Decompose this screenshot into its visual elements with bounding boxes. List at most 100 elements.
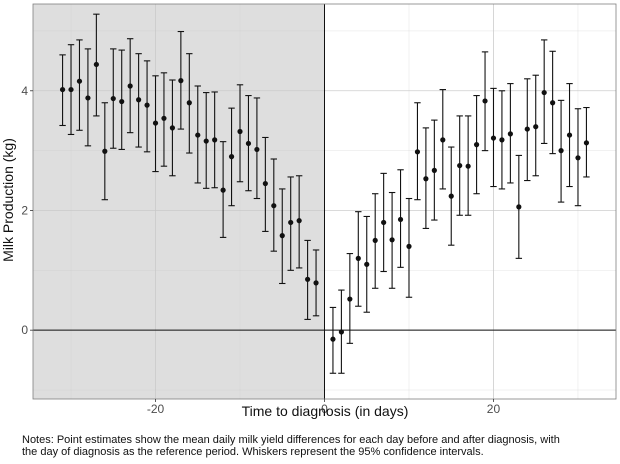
- data-point: [347, 296, 353, 302]
- chart-notes: Notes: Point estimates show the mean dai…: [22, 434, 612, 458]
- data-point-group: [549, 50, 556, 155]
- data-point: [203, 138, 209, 144]
- data-point: [457, 162, 463, 169]
- data-point: [144, 102, 150, 108]
- x-axis-title: Time to diagnosis (in days): [242, 403, 409, 419]
- data-point: [490, 135, 497, 141]
- data-point-group: [312, 249, 320, 317]
- data-point: [220, 187, 226, 193]
- data-point: [372, 237, 378, 244]
- x-tick-label: -20: [147, 402, 165, 416]
- data-point: [59, 86, 66, 93]
- data-point: [566, 132, 573, 138]
- data-point-group: [84, 48, 92, 147]
- data-point-group: [507, 83, 514, 184]
- data-point-group: [186, 53, 193, 154]
- data-point-group: [371, 193, 379, 289]
- data-point: [440, 137, 446, 143]
- data-point: [550, 100, 556, 106]
- data-point: [397, 216, 404, 223]
- data-point: [473, 142, 480, 148]
- data-point-group: [583, 106, 590, 178]
- pre-diagnosis-shading: [33, 4, 325, 399]
- data-point: [279, 233, 285, 239]
- data-point-group: [59, 54, 66, 127]
- data-point-group: [363, 215, 370, 313]
- data-point-group: [481, 51, 489, 152]
- notes-line-1: Notes: Point estimates show the mean dai…: [22, 434, 560, 446]
- data-point-group: [287, 176, 294, 271]
- data-point-group: [380, 172, 387, 273]
- data-point-group: [270, 158, 278, 252]
- data-point-group: [448, 146, 455, 246]
- data-point-group: [228, 107, 235, 207]
- data-point: [119, 98, 125, 105]
- x-tick-label: 0: [321, 402, 328, 416]
- data-point-group: [540, 39, 548, 144]
- data-point: [583, 140, 590, 146]
- data-point: [271, 203, 277, 209]
- data-point: [507, 131, 513, 137]
- data-point: [85, 95, 91, 101]
- data-point-group: [574, 108, 582, 207]
- data-point-group: [177, 30, 185, 130]
- data-point-group: [101, 102, 109, 201]
- data-point: [136, 97, 142, 103]
- data-point: [68, 86, 74, 93]
- data-point: [254, 146, 260, 153]
- data-point-group: [388, 191, 396, 289]
- y-axis-title: Milk Production (kg): [0, 138, 16, 262]
- data-point-group: [118, 49, 125, 150]
- x-tick-label: 20: [487, 402, 501, 416]
- data-point-group: [245, 95, 252, 192]
- data-point-group: [524, 78, 531, 182]
- data-point-group: [262, 136, 269, 232]
- data-point-group: [152, 75, 159, 173]
- data-point-group: [67, 44, 75, 136]
- data-point: [313, 280, 319, 286]
- data-point-group: [566, 83, 573, 188]
- data-point-group: [414, 102, 421, 201]
- notes-line-2: the day of diagnosis as the reference pe…: [22, 446, 484, 458]
- data-point-group: [126, 38, 134, 134]
- data-point-group: [422, 127, 430, 229]
- data-point: [262, 180, 268, 187]
- data-point-group: [219, 141, 227, 238]
- data-point-group: [532, 74, 539, 177]
- data-point: [195, 132, 201, 138]
- data-point: [93, 61, 99, 68]
- data-point: [524, 126, 530, 132]
- data-point-group: [346, 253, 354, 344]
- data-point-group: [329, 306, 337, 374]
- data-point: [152, 120, 159, 126]
- data-point: [237, 128, 243, 135]
- tick-labels: -20 0 20 0 2 4: [21, 84, 500, 416]
- data-point-group: [431, 119, 438, 221]
- data-point-group: [143, 60, 151, 153]
- data-point-group: [135, 53, 142, 148]
- data-point: [499, 137, 505, 143]
- data-point-group: [439, 89, 446, 190]
- data-point: [558, 148, 564, 154]
- data-point: [423, 176, 429, 182]
- data-marks: [59, 13, 590, 374]
- data-point-group: [253, 97, 261, 200]
- data-point: [186, 100, 192, 106]
- data-point: [330, 336, 336, 342]
- y-tick-label: 4: [21, 84, 28, 98]
- data-point: [364, 261, 370, 267]
- data-point-group: [203, 92, 210, 189]
- data-point: [212, 137, 218, 143]
- y-tick-label: 0: [21, 323, 28, 337]
- data-point: [541, 89, 547, 96]
- y-tick-label: 2: [21, 203, 28, 217]
- data-point: [338, 329, 344, 335]
- data-point-group: [515, 154, 523, 259]
- data-point-group: [279, 188, 286, 285]
- data-point-group: [464, 115, 472, 216]
- data-point: [169, 125, 176, 131]
- data-point: [178, 78, 184, 84]
- data-point: [389, 237, 395, 243]
- data-point-group: [338, 289, 345, 374]
